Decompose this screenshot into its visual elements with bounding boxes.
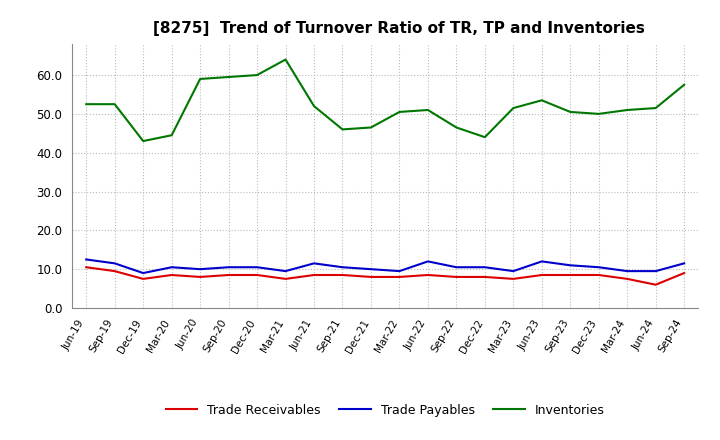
Inventories [566, 109, 575, 114]
Trade Payables [623, 268, 631, 274]
Trade Receivables [480, 274, 489, 279]
Trade Receivables [366, 274, 375, 279]
Trade Receivables [537, 272, 546, 278]
Inventories [395, 109, 404, 114]
Trade Payables [680, 261, 688, 266]
Inventories [225, 74, 233, 80]
Trade Payables [652, 268, 660, 274]
Line: Trade Payables: Trade Payables [86, 260, 684, 273]
Trade Receivables [196, 274, 204, 279]
Trade Payables [480, 264, 489, 270]
Inventories [480, 135, 489, 140]
Trade Receivables [452, 274, 461, 279]
Trade Payables [338, 264, 347, 270]
Inventories [139, 139, 148, 144]
Trade Payables [452, 264, 461, 270]
Trade Payables [595, 264, 603, 270]
Line: Inventories: Inventories [86, 59, 684, 141]
Trade Payables [366, 267, 375, 272]
Inventories [282, 57, 290, 62]
Inventories [253, 73, 261, 78]
Trade Receivables [139, 276, 148, 282]
Trade Receivables [110, 268, 119, 274]
Inventories [310, 103, 318, 109]
Inventories [423, 107, 432, 113]
Trade Payables [225, 264, 233, 270]
Trade Payables [423, 259, 432, 264]
Trade Receivables [167, 272, 176, 278]
Trade Receivables [566, 272, 575, 278]
Trade Receivables [652, 282, 660, 287]
Trade Receivables [680, 271, 688, 276]
Trade Receivables [423, 272, 432, 278]
Trade Receivables [338, 272, 347, 278]
Inventories [680, 82, 688, 88]
Trade Receivables [82, 264, 91, 270]
Trade Receivables [225, 272, 233, 278]
Inventories [509, 106, 518, 111]
Inventories [338, 127, 347, 132]
Trade Payables [253, 264, 261, 270]
Inventories [652, 106, 660, 111]
Trade Payables [282, 268, 290, 274]
Trade Payables [82, 257, 91, 262]
Trade Payables [537, 259, 546, 264]
Inventories [595, 111, 603, 117]
Trade Receivables [395, 274, 404, 279]
Inventories [110, 102, 119, 107]
Trade Payables [110, 261, 119, 266]
Inventories [82, 102, 91, 107]
Legend: Trade Receivables, Trade Payables, Inventories: Trade Receivables, Trade Payables, Inven… [161, 399, 610, 422]
Trade Receivables [310, 272, 318, 278]
Trade Payables [196, 267, 204, 272]
Line: Trade Receivables: Trade Receivables [86, 267, 684, 285]
Trade Payables [509, 268, 518, 274]
Trade Receivables [282, 276, 290, 282]
Inventories [196, 76, 204, 81]
Trade Payables [566, 263, 575, 268]
Inventories [623, 107, 631, 113]
Inventories [167, 132, 176, 138]
Trade Receivables [509, 276, 518, 282]
Trade Receivables [595, 272, 603, 278]
Trade Payables [139, 271, 148, 276]
Trade Payables [310, 261, 318, 266]
Trade Payables [395, 268, 404, 274]
Inventories [537, 98, 546, 103]
Inventories [452, 125, 461, 130]
Trade Receivables [253, 272, 261, 278]
Trade Payables [167, 264, 176, 270]
Inventories [366, 125, 375, 130]
Text: [8275]  Trend of Turnover Ratio of TR, TP and Inventories: [8275] Trend of Turnover Ratio of TR, TP… [153, 21, 645, 36]
Trade Receivables [623, 276, 631, 282]
